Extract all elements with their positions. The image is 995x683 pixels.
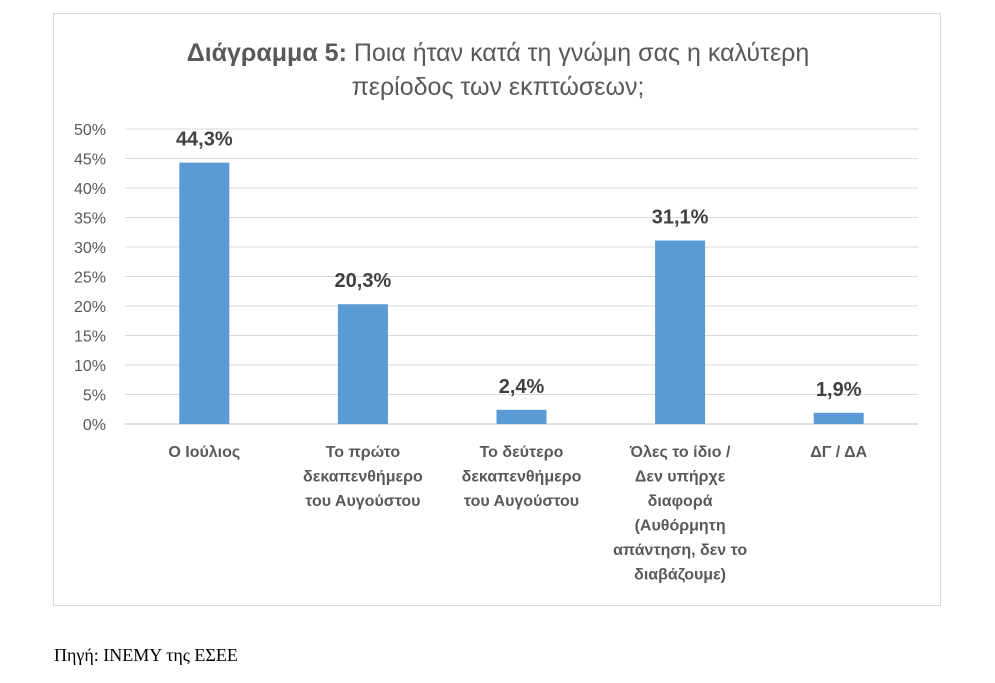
data-label: 44,3% (176, 129, 233, 151)
category-label: Δεν υπήρχε (635, 469, 726, 486)
bar (179, 162, 230, 424)
chart-title-text-1: Ποια ήταν κατά τη γνώμη σας η καλύτερη (353, 39, 810, 67)
bar (496, 409, 547, 424)
data-label: 1,9% (816, 379, 862, 401)
bar (337, 304, 388, 424)
data-label: 2,4% (499, 376, 545, 398)
category-label: Το πρώτο (326, 444, 401, 461)
y-tick-label: 0% (83, 417, 106, 434)
y-tick-label: 40% (74, 181, 106, 198)
data-label: 31,1% (652, 207, 709, 229)
y-tick-label: 10% (74, 358, 106, 375)
category-label: του Αυγούστου (464, 493, 579, 510)
bar-chart-plot: 0% 5% 10% 15% 20% 25% 30% 35% 40% 45% 50% 44,3% Ο Ιο… (74, 122, 918, 584)
category-label: διαφορά (648, 493, 713, 510)
category-label: Το δεύτερο (480, 444, 564, 461)
y-tick-label: 35% (74, 211, 106, 228)
chart-title-prefix: Διάγραμμα 5: (186, 39, 347, 67)
category-label: δεκαπενθήμερο (303, 469, 423, 486)
chart-title: Διάγραμμα 5: Ποια ήταν κατά τη γνώμη σας… (54, 36, 942, 104)
y-tick-label: 15% (74, 329, 106, 346)
bar (813, 412, 864, 424)
data-label: 20,3% (335, 270, 392, 292)
chart-title-line-2: περίοδος των εκπτώσεων; (351, 73, 645, 101)
category-label: απάντηση, δεν το (613, 542, 747, 559)
category-label: του Αυγούστου (305, 493, 420, 510)
chart-title-line-1: Διάγραμμα 5: Ποια ήταν κατά τη γνώμη σας… (54, 36, 942, 70)
y-tick-label: 45% (74, 152, 106, 169)
bar (655, 240, 706, 424)
y-tick-label: 30% (74, 240, 106, 257)
y-tick-label: 5% (83, 388, 106, 405)
category-label: Όλες το ίδιο / (629, 444, 731, 461)
y-tick-label: 50% (74, 122, 106, 139)
category-label: (Αυθόρμητη (635, 518, 726, 535)
category-label: διαβάζουμε) (634, 567, 726, 584)
chart-frame: Διάγραμμα 5: Ποια ήταν κατά τη γνώμη σας… (53, 13, 941, 606)
category-label: Ο Ιούλιος (168, 444, 240, 461)
category-label: ΔΓ / ΔΑ (810, 444, 867, 461)
y-tick-label: 20% (74, 299, 106, 316)
source-note: Πηγή: ΙΝΕΜΥ της ΕΣΕΕ (54, 645, 238, 665)
category-label: δεκαπενθήμερο (462, 469, 582, 486)
y-tick-label: 25% (74, 270, 106, 287)
